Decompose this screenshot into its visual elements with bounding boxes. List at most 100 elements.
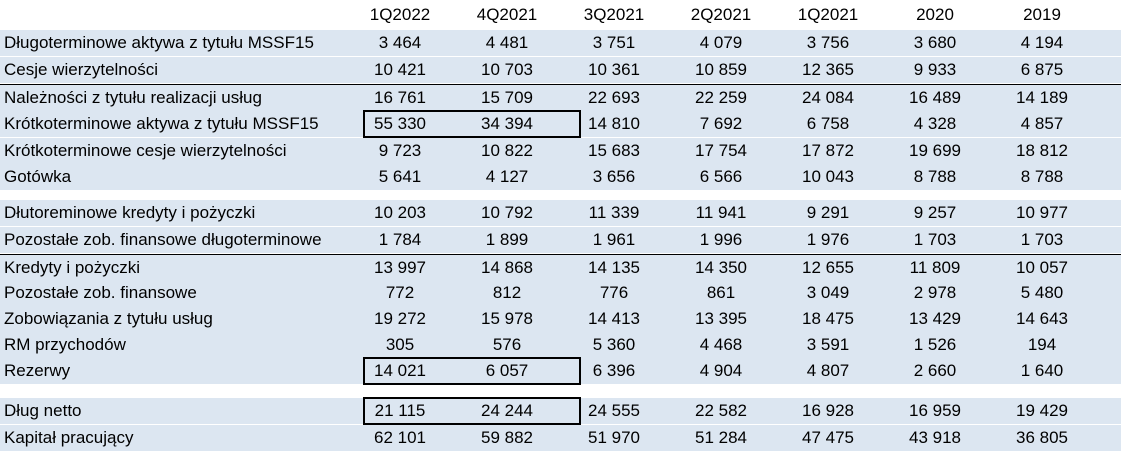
cell-value: 3 591	[806, 335, 850, 354]
cell-value: 9 291	[806, 203, 850, 222]
row-label: Kredyty i pożyczki	[4, 258, 141, 277]
cell-value: 21 115	[374, 401, 426, 420]
table-row: Długoterminowe aktywa z tytułu MSSF15 3 4…	[0, 30, 1121, 56]
cell-value: 18 812	[1016, 141, 1068, 160]
cell-value: 14 189	[1016, 88, 1068, 107]
cell-value: 51 970	[588, 428, 640, 447]
cell-value: 34 394	[481, 114, 533, 133]
cell-value: 19 429	[1016, 401, 1068, 420]
cell-value: 12 365	[802, 60, 854, 79]
cell-value: 4 127	[485, 167, 529, 186]
cell-value: 14 350	[695, 258, 747, 277]
cell-value: 194	[1027, 335, 1057, 354]
cell-value: 9 933	[913, 60, 957, 79]
cell-value: 59 882	[481, 428, 533, 447]
table-row: Krótkoterminowe cesje wierzytelności 9 72…	[0, 138, 1121, 164]
header-row: 1Q2022 4Q2021 3Q2021 2Q2021 1Q2021 2020 …	[0, 3, 1121, 27]
cell-value: 14 135	[588, 258, 640, 277]
cell-value: 6 057	[485, 361, 529, 380]
cell-value: 772	[385, 283, 415, 302]
table-row: Pozostałe zob. finansowe 772 812 776 861 3 04…	[0, 280, 1121, 306]
cell-value: 10 421	[374, 60, 426, 79]
cell-value: 13 395	[695, 309, 747, 328]
cell-value: 4 468	[699, 335, 743, 354]
cell-value: 19 272	[374, 309, 426, 328]
cell-value: 14 021	[374, 361, 426, 380]
cell-value: 11 809	[909, 258, 961, 277]
cell-value: 2 978	[913, 283, 957, 302]
cell-value: 15 683	[588, 141, 640, 160]
row-label: Krótkoterminowe aktywa z tytułu MSSF15	[4, 114, 319, 133]
cell-value: 576	[492, 335, 522, 354]
cell-value: 14 643	[1016, 309, 1068, 328]
cell-value: 10 977	[1016, 203, 1068, 222]
cell-value: 11 941	[695, 203, 747, 222]
cell-value: 1 784	[378, 230, 422, 249]
cell-value: 22 582	[695, 401, 747, 420]
cell-value: 51 284	[695, 428, 747, 447]
cell-value: 4 079	[699, 33, 743, 52]
cell-value: 10 361	[588, 60, 640, 79]
cell-value: 16 959	[909, 401, 961, 420]
column-header: 4Q2021	[476, 5, 538, 24]
column-header: 2019	[1023, 5, 1061, 24]
row-label: Cesje wierzytelności	[4, 60, 158, 79]
cell-value: 62 101	[374, 428, 426, 447]
cell-value: 3 049	[806, 283, 850, 302]
cell-value: 16 928	[802, 401, 854, 420]
table-row: Cesje wierzytelności 10 421 10 703 10 361 10…	[0, 57, 1121, 83]
cell-value: 6 396	[592, 361, 636, 380]
row-label: RM przychodów	[4, 335, 126, 354]
row-label: Długoterminowe aktywa z tytułu MSSF15	[4, 33, 314, 52]
cell-value: 1 703	[1020, 230, 1064, 249]
cell-value: 9 723	[378, 141, 422, 160]
cell-value: 5 360	[592, 335, 636, 354]
cell-value: 3 464	[378, 33, 422, 52]
cell-value: 24 084	[802, 88, 854, 107]
cell-value: 36 805	[1016, 428, 1068, 447]
cell-value: 1 526	[913, 335, 957, 354]
cell-value: 18 475	[802, 309, 854, 328]
table-row: RM przychodów 305 576 5 360 4 468 3 591 1 526 1…	[0, 332, 1121, 358]
cell-value: 8 788	[913, 167, 957, 186]
cell-value: 6 566	[699, 167, 743, 186]
row-label: Pozostałe zob. finansowe długoterminowe	[4, 230, 322, 249]
cell-value: 9 257	[913, 203, 957, 222]
cell-value: 7 692	[699, 114, 743, 133]
cell-value: 15 978	[481, 309, 533, 328]
cell-value: 6 758	[806, 114, 850, 133]
cell-value: 3 756	[806, 33, 850, 52]
row-label: Dłutoreminowe kredyty i pożyczki	[4, 203, 256, 222]
cell-value: 24 555	[588, 401, 640, 420]
cell-value: 10 057	[1016, 258, 1068, 277]
cell-value: 1 703	[913, 230, 957, 249]
cell-value: 6 875	[1020, 60, 1064, 79]
cell-value: 55 330	[374, 114, 426, 133]
cell-value: 3 656	[592, 167, 636, 186]
cell-value: 19 699	[909, 141, 961, 160]
row-label: Zobowiązania z tytułu usług	[4, 309, 213, 328]
cell-value: 1 976	[806, 230, 850, 249]
cell-value: 4 857	[1020, 114, 1064, 133]
cell-value: 812	[492, 283, 522, 302]
cell-value: 10 792	[481, 203, 533, 222]
cell-value: 1 899	[485, 230, 529, 249]
cell-value: 305	[385, 335, 415, 354]
row-label: Należności z tytułu realizacji usług	[4, 88, 262, 107]
cell-value: 10 043	[802, 167, 854, 186]
cell-value: 13 997	[374, 258, 426, 277]
column-header: 1Q2022	[369, 5, 431, 24]
row-label: Rezerwy	[4, 361, 71, 380]
table-row: Należności z tytułu realizacji usług 16 7…	[0, 84, 1121, 111]
column-header: 2020	[916, 5, 954, 24]
cell-value: 17 754	[695, 141, 747, 160]
cell-value: 1 961	[592, 230, 636, 249]
cell-value: 5 480	[1020, 283, 1064, 302]
cell-value: 3 680	[913, 33, 957, 52]
column-header: 1Q2021	[797, 5, 859, 24]
cell-value: 14 868	[481, 258, 533, 277]
cell-value: 11 339	[588, 203, 640, 222]
cell-value: 24 244	[481, 401, 533, 420]
cell-value: 4 194	[1020, 33, 1064, 52]
